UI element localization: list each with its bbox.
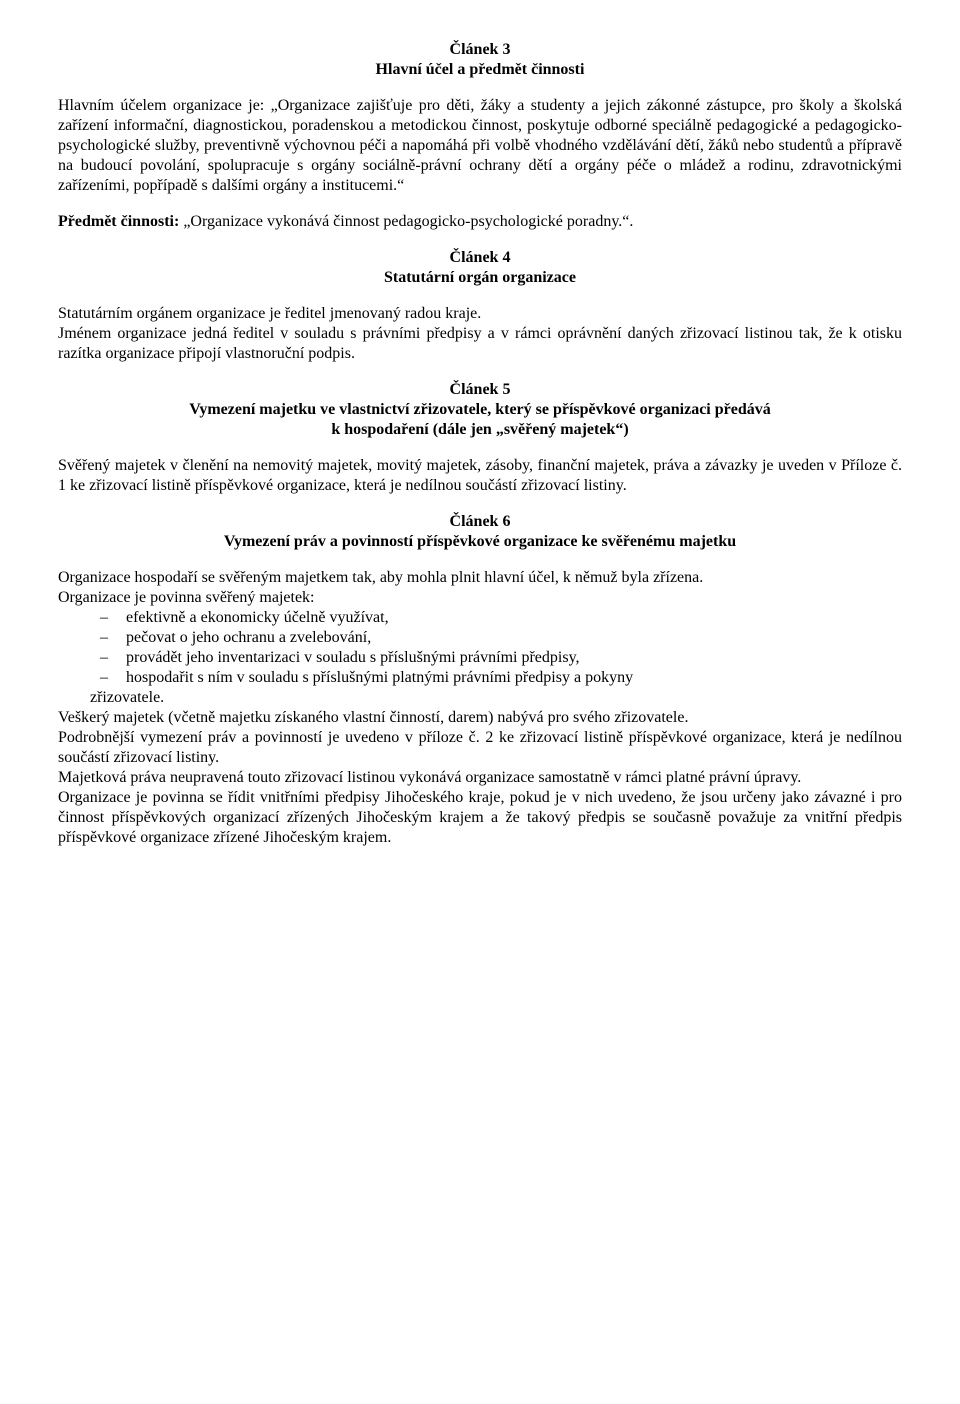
article3-heading: Článek 3	[58, 40, 902, 60]
article6-paragraph-2: Organizace je povinna svěřený majetek:	[58, 588, 902, 608]
article6-paragraph-4: Podrobnější vymezení práv a povinností j…	[58, 728, 902, 768]
article3-paragraph-2: Předmět činnosti: „Organizace vykonává č…	[58, 212, 902, 232]
article5-paragraph-1: Svěřený majetek v členění na nemovitý ma…	[58, 456, 902, 496]
article3-subtitle: Hlavní účel a předmět činnosti	[58, 60, 902, 80]
article6-heading: Článek 6	[58, 512, 902, 532]
article5-heading: Článek 5	[58, 380, 902, 400]
article6-paragraph-5: Majetková práva neupravená touto zřizova…	[58, 768, 902, 788]
article4-subtitle: Statutární orgán organizace	[58, 268, 902, 288]
article6-paragraph-6: Organizace je povinna se řídit vnitřními…	[58, 788, 902, 848]
article6-bullet-2: pečovat o jeho ochranu a zvelebování,	[58, 628, 902, 648]
article6-bullet-4: hospodařit s ním v souladu s příslušnými…	[58, 668, 902, 688]
article6-bullet-3: provádět jeho inventarizaci v souladu s …	[58, 648, 902, 668]
article6-paragraph-1: Organizace hospodaří se svěřeným majetke…	[58, 568, 902, 588]
article4-paragraph-2: Jménem organizace jedná ředitel v soulad…	[58, 324, 902, 364]
article6-bullet-1: efektivně a ekonomicky účelně využívat,	[58, 608, 902, 628]
article5-subtitle-line2: k hospodaření (dále jen „svěřený majetek…	[58, 420, 902, 440]
article6-bullets-tail: zřizovatele.	[58, 688, 902, 708]
article4-heading: Článek 4	[58, 248, 902, 268]
article3-predmet-text: „Organizace vykonává činnost pedagogicko…	[179, 213, 633, 230]
article3-paragraph-1: Hlavním účelem organizace je: „Organizac…	[58, 96, 902, 196]
article4-paragraph-1: Statutárním orgánem organizace je ředite…	[58, 304, 902, 324]
article5-subtitle-line1: Vymezení majetku ve vlastnictví zřizovat…	[58, 400, 902, 420]
article6-paragraph-3: Veškerý majetek (včetně majetku získanéh…	[58, 708, 902, 728]
article3-predmet-label: Předmět činnosti:	[58, 213, 179, 230]
article6-bullet-list: efektivně a ekonomicky účelně využívat, …	[58, 608, 902, 688]
article6-subtitle: Vymezení práv a povinností příspěvkové o…	[58, 532, 902, 552]
